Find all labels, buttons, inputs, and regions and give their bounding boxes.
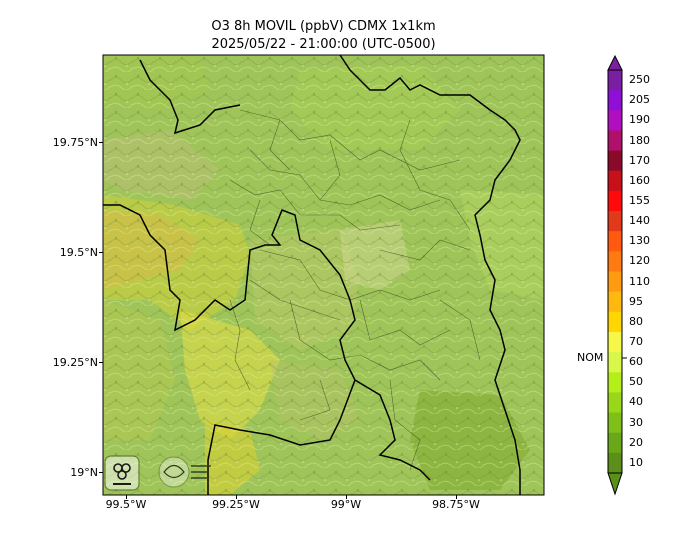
colorbar-bottom-arrow xyxy=(607,472,623,496)
colorbar-segment xyxy=(608,291,622,313)
colorbar-segment xyxy=(608,190,622,212)
state-borders xyxy=(103,55,521,495)
colorbar-segment xyxy=(608,90,622,111)
lon-tick xyxy=(346,495,347,499)
colorbar-label: 40 xyxy=(629,395,643,409)
colorbar-label: 190 xyxy=(629,113,650,127)
colorbar-label: 80 xyxy=(629,314,643,328)
lon-tick xyxy=(236,495,237,499)
colorbar-label: 70 xyxy=(629,335,643,349)
lon-tick xyxy=(456,495,457,499)
map-subtitle: 2025/05/22 - 21:00:00 (UTC-0500) xyxy=(211,37,436,52)
colorbar-segment xyxy=(608,432,622,454)
colorbar-segment xyxy=(608,251,622,272)
colorbar-segment xyxy=(608,70,622,91)
municipal-borders xyxy=(229,109,481,471)
colorbar-label: 30 xyxy=(629,415,643,429)
colorbar-label: 120 xyxy=(629,254,650,268)
map-field xyxy=(103,55,544,495)
colorbar-label: 160 xyxy=(629,173,650,187)
lat-label: 19.5°N xyxy=(59,246,98,259)
colorbar-top-arrow xyxy=(607,54,623,71)
lat-tick xyxy=(99,252,103,253)
lat-label: 19.25°N xyxy=(52,356,98,369)
colorbar-label: 10 xyxy=(629,455,643,469)
lat-tick xyxy=(99,472,103,473)
calidad-aire-seal-logo xyxy=(158,456,211,488)
lat-label: 19.75°N xyxy=(52,136,98,149)
colorbar-label: 170 xyxy=(629,153,650,167)
colorbar-segment xyxy=(608,331,622,353)
lon-label: 98.75°W xyxy=(432,498,480,511)
colorbar-segment xyxy=(608,352,622,373)
colorbar-segment xyxy=(608,170,622,192)
sedema-logo xyxy=(104,455,140,491)
lon-label: 99.25°W xyxy=(212,498,260,511)
lat-label: 19°N xyxy=(70,466,98,479)
colorbar-segment xyxy=(608,311,622,333)
lon-label: 99.5°W xyxy=(105,498,147,511)
colorbar-segment xyxy=(608,412,622,434)
colorbar-segment xyxy=(608,372,622,393)
lat-tick xyxy=(99,142,103,143)
colorbar-label: 250 xyxy=(629,73,650,87)
colorbar-label: 130 xyxy=(629,234,650,248)
lat-tick xyxy=(99,362,103,363)
lon-label: 99°W xyxy=(330,498,362,511)
colorbar-segment xyxy=(608,392,622,414)
colorbar-frame xyxy=(607,69,623,474)
lon-tick xyxy=(126,495,127,499)
colorbar-segment xyxy=(608,271,622,293)
colorbar-segment xyxy=(608,452,622,474)
map-frame xyxy=(102,54,545,496)
nom-label: NOM xyxy=(577,351,604,364)
colorbar-label: 140 xyxy=(629,214,650,228)
colorbar-label: 110 xyxy=(629,274,650,288)
colorbar-segment xyxy=(608,150,622,172)
colorbar-label: 205 xyxy=(629,93,650,107)
colorbar xyxy=(607,54,627,496)
colorbar-label: 60 xyxy=(629,355,643,369)
colorbar-label: 50 xyxy=(629,375,643,389)
colorbar-segment xyxy=(608,231,622,252)
map-title: O3 8h MOVIL (ppbV) CDMX 1x1km xyxy=(211,19,436,34)
colorbar-segment xyxy=(608,211,622,232)
colorbar-label: 95 xyxy=(629,294,643,308)
colorbar-label: 180 xyxy=(629,133,650,147)
colorbar-segment xyxy=(608,110,622,131)
colorbar-segment xyxy=(608,130,622,152)
colorbar-label: 155 xyxy=(629,193,650,207)
colorbar-label: 20 xyxy=(629,435,643,449)
